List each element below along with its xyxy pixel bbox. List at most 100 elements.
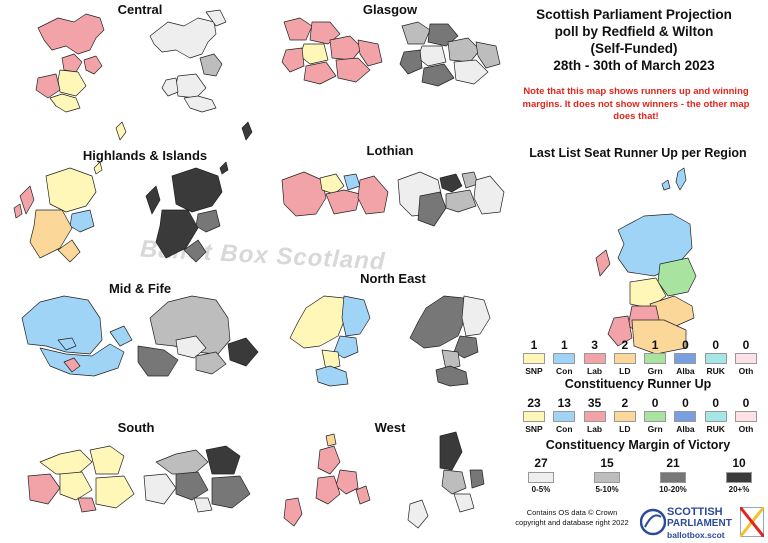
map-title: Scottish Parliament Projection poll by R… [500,6,768,74]
legend-item: 27 0-5% [520,456,562,494]
list-runner-up-heading: Last List Seat Runner Up per Region [529,146,747,160]
legend-item: 3 Lab [581,338,609,376]
legend-item: 0 RUK [702,338,730,376]
legend-swatch [704,353,727,364]
credit-line1: Contains OS data © Crown [526,508,618,517]
logo-line2: PARLIAMENT [667,518,732,529]
legend-swatch [523,353,545,364]
legend-swatch [613,353,636,364]
legend-item: 0 Oth [732,396,760,434]
legend-swatch [553,353,576,364]
legend-item: 0 RUK [702,396,730,434]
legend-count: 0 [712,396,720,410]
credit-line2: copyright and database right 2022 [515,518,629,527]
list-runner-up-legend: 1 SNP 1 Con 3 Lab 2 LD 1 Grn 0 Alba 0 RUK 0 Oth [520,338,760,376]
legend-label: Oth [738,424,754,434]
legend-count: 13 [557,396,571,410]
legend-item: 0 Alba [671,338,699,376]
legend-label: 0-5% [531,485,551,494]
legend-label: RUK [706,424,725,434]
legend-count: 0 [742,338,750,352]
legend-count: 27 [534,456,548,470]
legend-swatch [734,353,757,364]
legend-label: Con [556,366,573,376]
legend-count: 0 [682,338,689,352]
legend-count: 1 [560,338,568,352]
legend-label: 5-10% [595,485,619,494]
region-title-highlands: Highlands & Islands [82,148,208,163]
legend-item: 35 Lab [581,396,609,434]
parliament-logo-icon [640,508,666,536]
legend-item: 15 5-10% [586,456,628,494]
logo-line3: ballotbox.scot [667,530,725,540]
margin-of-victory-heading: Constituency Margin of Victory [545,438,731,452]
region-title-west: West [374,420,406,435]
legend-count: 21 [666,456,680,470]
legend-count: 15 [600,456,614,470]
saltire-flag-icon [740,507,764,537]
legend-swatch [528,472,554,483]
logo-line1: SCOTTISH [667,506,723,518]
legend-label: Grn [647,366,663,376]
legend-item: 0 Oth [732,338,760,376]
legend-count: 0 [682,396,689,410]
legend-swatch [644,353,667,364]
legend-item: 23 SNP [520,396,548,434]
legend-item: 0 Grn [641,396,669,434]
legend-item: 2 LD [611,396,639,434]
os-credit: Contains OS data © Crown copyright and d… [507,508,637,528]
legend-count: 23 [527,396,541,410]
legend-label: Con [556,424,573,434]
legend-label: 20+% [728,485,750,494]
region-title-glasgow: Glasgow [362,2,418,17]
legend-swatch [704,411,727,422]
margin-of-victory-legend: 27 0-5% 15 5-10% 21 10-20% 10 20+% [520,456,760,494]
legend-item: 13 Con [550,396,578,434]
title-line2: poll by Redfield & Wilton [554,24,714,39]
legend-label: Alba [676,366,695,376]
legend-count: 1 [530,338,538,352]
legend-label: RUK [706,366,725,376]
legend-swatch [583,411,606,422]
legend-swatch [594,472,620,483]
legend-swatch [553,411,576,422]
title-line1: Scottish Parliament Projection [536,7,732,22]
legend-label: Lab [587,424,603,434]
legend-swatch [644,411,667,422]
legend-swatch [583,353,606,364]
constituency-runner-up-legend: 23 SNP 13 Con 35 Lab 2 LD 0 Grn 0 Alba 0 RUK 0 O… [520,396,760,434]
legend-label: Grn [647,424,663,434]
region-title-mid-fife: Mid & Fife [108,281,172,296]
legend-count: 35 [587,396,602,410]
region-title-central: Central [117,2,163,17]
legend-swatch [523,411,545,422]
legend-item: 1 SNP [520,338,548,376]
legend-swatch [674,411,697,422]
legend-swatch [660,472,686,483]
legend-count: 3 [591,338,598,352]
legend-count: 10 [732,456,746,470]
legend-count: 2 [621,338,629,352]
legend-item: 1 Con [550,338,578,376]
legend-label: SNP [525,424,543,434]
legend-count: 0 [742,396,750,410]
legend-item: 10 20+% [718,456,760,494]
legend-swatch [613,411,636,422]
title-line3: (Self-Funded) [590,41,678,56]
legend-count: 2 [621,396,629,410]
